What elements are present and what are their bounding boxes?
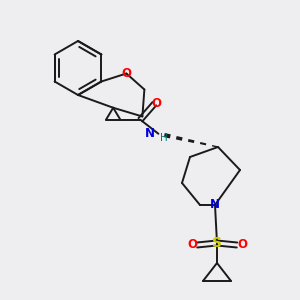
Text: H: H — [160, 133, 168, 143]
Text: O: O — [237, 238, 247, 251]
Text: S: S — [212, 236, 222, 250]
Text: N: N — [144, 127, 154, 140]
Text: O: O — [122, 67, 131, 80]
Text: O: O — [152, 97, 161, 110]
Text: O: O — [187, 238, 197, 251]
Text: N: N — [210, 199, 220, 212]
